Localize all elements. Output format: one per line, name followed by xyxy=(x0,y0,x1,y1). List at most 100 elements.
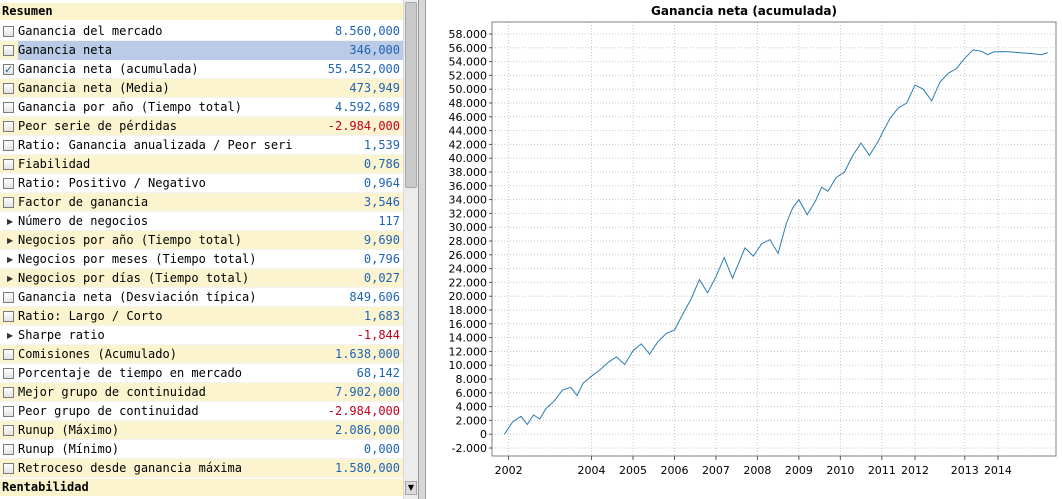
y-tick-label: 20.000 xyxy=(449,290,488,303)
stat-row[interactable]: Factor de ganancia 3,546 xyxy=(0,193,403,212)
stat-row[interactable]: Ganancia neta (Desviación típica) 849,606 xyxy=(0,288,403,307)
x-axis: 2002 2004 2005 2006 2007 2008 2009 2010 2011 2012… xyxy=(495,456,1012,477)
checkbox-icon[interactable] xyxy=(3,102,14,113)
checkbox-icon[interactable] xyxy=(3,45,14,56)
stat-row[interactable]: ▶ Sharpe ratio -1,844 xyxy=(0,326,403,345)
stat-row[interactable]: ▶ Negocios por año (Tiempo total) 9,690 xyxy=(0,231,403,250)
stat-row[interactable]: Porcentaje de tiempo en mercado 68,142 xyxy=(0,364,403,383)
expand-arrow-icon[interactable]: ▶ xyxy=(7,331,14,340)
stat-row[interactable]: Ganancia neta (Media) 473,949 xyxy=(0,79,403,98)
expand-arrow-icon[interactable]: ▶ xyxy=(7,236,14,245)
checkbox-icon[interactable] xyxy=(3,197,14,208)
stat-label: Comisiones (Acumulado) xyxy=(18,347,177,361)
stats-list: Ganancia del mercado 8.560,000 Ganancia ne… xyxy=(0,22,403,478)
stat-value: 346,000 xyxy=(293,41,403,60)
stat-label: Negocios por meses (Tiempo total) xyxy=(18,252,257,266)
stat-row[interactable]: Ratio: Largo / Corto 1,683 xyxy=(0,307,403,326)
y-tick-label: 18.000 xyxy=(449,304,488,317)
stat-label: Ganancia neta (Media) xyxy=(18,81,170,95)
stat-row[interactable]: Runup (Máximo) 2.086,000 xyxy=(0,421,403,440)
y-tick-label: 10.000 xyxy=(449,359,488,372)
checkbox-icon[interactable] xyxy=(3,444,14,455)
y-tick-label: 4.000 xyxy=(456,401,488,414)
stat-row[interactable]: Mejor grupo de continuidad 7.902,000 xyxy=(0,383,403,402)
stat-label: Factor de ganancia xyxy=(18,195,149,209)
checkbox-icon[interactable] xyxy=(3,406,14,417)
checkbox-icon[interactable] xyxy=(3,387,14,398)
stat-row[interactable]: Fiabilidad 0,786 xyxy=(0,155,403,174)
stat-row[interactable]: Runup (Mínimo) 0,000 xyxy=(0,440,403,459)
stat-row[interactable]: Ratio: Positivo / Negativo 0,964 xyxy=(0,174,403,193)
stat-label: Runup (Máximo) xyxy=(18,423,120,437)
stat-label: Peor serie de pérdidas xyxy=(18,119,177,133)
checkbox-checked-icon[interactable] xyxy=(3,60,14,79)
stat-row[interactable]: Ganancia del mercado 8.560,000 xyxy=(0,22,403,41)
checkbox-icon[interactable] xyxy=(3,311,14,322)
y-tick-label: 40.000 xyxy=(449,152,488,165)
expand-arrow-icon[interactable]: ▶ xyxy=(7,217,14,226)
expand-arrow-icon[interactable]: ▶ xyxy=(7,255,14,264)
section-header-resumen[interactable]: Resumen xyxy=(0,3,403,20)
x-tick-label: 2007 xyxy=(702,464,730,477)
checkbox-icon[interactable] xyxy=(3,83,14,94)
stat-label: Negocios por días (Tiempo total) xyxy=(18,271,250,285)
checkbox-icon[interactable] xyxy=(3,368,14,379)
y-tick-label: 14.000 xyxy=(449,332,488,345)
stat-value: -2.984,000 xyxy=(327,119,400,133)
stat-row[interactable]: ▶ Número de negocios 117 xyxy=(0,212,403,231)
stat-label: Ratio: Positivo / Negativo xyxy=(18,176,206,190)
checkbox-icon[interactable] xyxy=(3,425,14,436)
stat-value: 2.086,000 xyxy=(334,423,400,437)
y-tick-label: 44.000 xyxy=(449,125,488,138)
x-tick-label: 2012 xyxy=(901,464,929,477)
stat-row[interactable]: ▶ Negocios por días (Tiempo total) 0,027 xyxy=(0,269,403,288)
checkbox-icon[interactable] xyxy=(3,349,14,360)
stat-label: Ratio: Largo / Corto xyxy=(18,309,163,323)
y-tick-label: 42.000 xyxy=(449,138,488,151)
stat-label: Porcentaje de tiempo en mercado xyxy=(18,366,242,380)
checkbox-icon[interactable] xyxy=(3,463,14,474)
y-tick-label: 22.000 xyxy=(449,276,488,289)
stat-label: Número de negocios xyxy=(18,214,149,228)
checkbox-icon[interactable] xyxy=(3,121,14,132)
stat-row[interactable]: Peor grupo de continuidad -2.984,000 xyxy=(0,402,403,421)
checkbox-icon[interactable] xyxy=(3,140,14,151)
checkbox-icon[interactable] xyxy=(3,292,14,303)
vertical-scrollbar[interactable]: ▼ xyxy=(403,0,418,499)
y-tick-label: 24.000 xyxy=(449,263,488,276)
stat-row[interactable]: Ganancia neta 346,000 xyxy=(0,41,403,60)
y-tick-label: 16.000 xyxy=(449,318,488,331)
stat-label: Retroceso desde ganancia máxima xyxy=(18,461,242,475)
checkbox-icon[interactable] xyxy=(3,159,14,170)
y-tick-label: 12.000 xyxy=(449,345,488,358)
stat-value: 8.560,000 xyxy=(334,24,400,38)
section-header-rentabilidad[interactable]: Rentabilidad xyxy=(0,479,403,496)
y-tick-label: 36.000 xyxy=(449,180,488,193)
stat-value: 117 xyxy=(378,214,400,228)
stat-row[interactable]: Comisiones (Acumulado) 1.638,000 xyxy=(0,345,403,364)
series-line xyxy=(503,49,1048,435)
stat-row[interactable]: Peor serie de pérdidas -2.984,000 xyxy=(0,117,403,136)
expand-arrow-icon[interactable]: ▶ xyxy=(7,274,14,283)
stat-row[interactable]: ▶ Negocios por meses (Tiempo total) 0,796 xyxy=(0,250,403,269)
stat-value: 0,786 xyxy=(363,157,400,171)
panel-splitter[interactable] xyxy=(419,0,426,499)
stat-row[interactable]: Retroceso desde ganancia máxima 1.580,000 xyxy=(0,459,403,478)
scrollbar-thumb[interactable] xyxy=(405,2,417,188)
x-tick-label: 2006 xyxy=(660,464,688,477)
stat-value: 7.902,000 xyxy=(334,385,400,399)
y-tick-label: 58.000 xyxy=(449,28,488,41)
x-tick-label: 2002 xyxy=(495,464,523,477)
checkbox-icon[interactable] xyxy=(3,178,14,189)
stat-label: Peor grupo de continuidad xyxy=(18,404,199,418)
stat-label: Sharpe ratio xyxy=(18,328,105,342)
stat-row[interactable]: Ratio: Ganancia anualizada / Peor serie … xyxy=(0,136,403,155)
scroll-down-arrow-icon[interactable]: ▼ xyxy=(405,481,417,495)
stat-value: -2.984,000 xyxy=(327,404,400,418)
grid-layer xyxy=(492,22,1056,456)
checkbox-icon[interactable] xyxy=(3,26,14,37)
stat-row[interactable]: Ganancia neta (acumulada) 55.452,000 xyxy=(0,60,403,79)
x-tick-label: 2013 xyxy=(951,464,979,477)
y-tick-label: 2.000 xyxy=(456,414,488,427)
stat-row[interactable]: Ganancia por año (Tiempo total) 4.592,689 xyxy=(0,98,403,117)
